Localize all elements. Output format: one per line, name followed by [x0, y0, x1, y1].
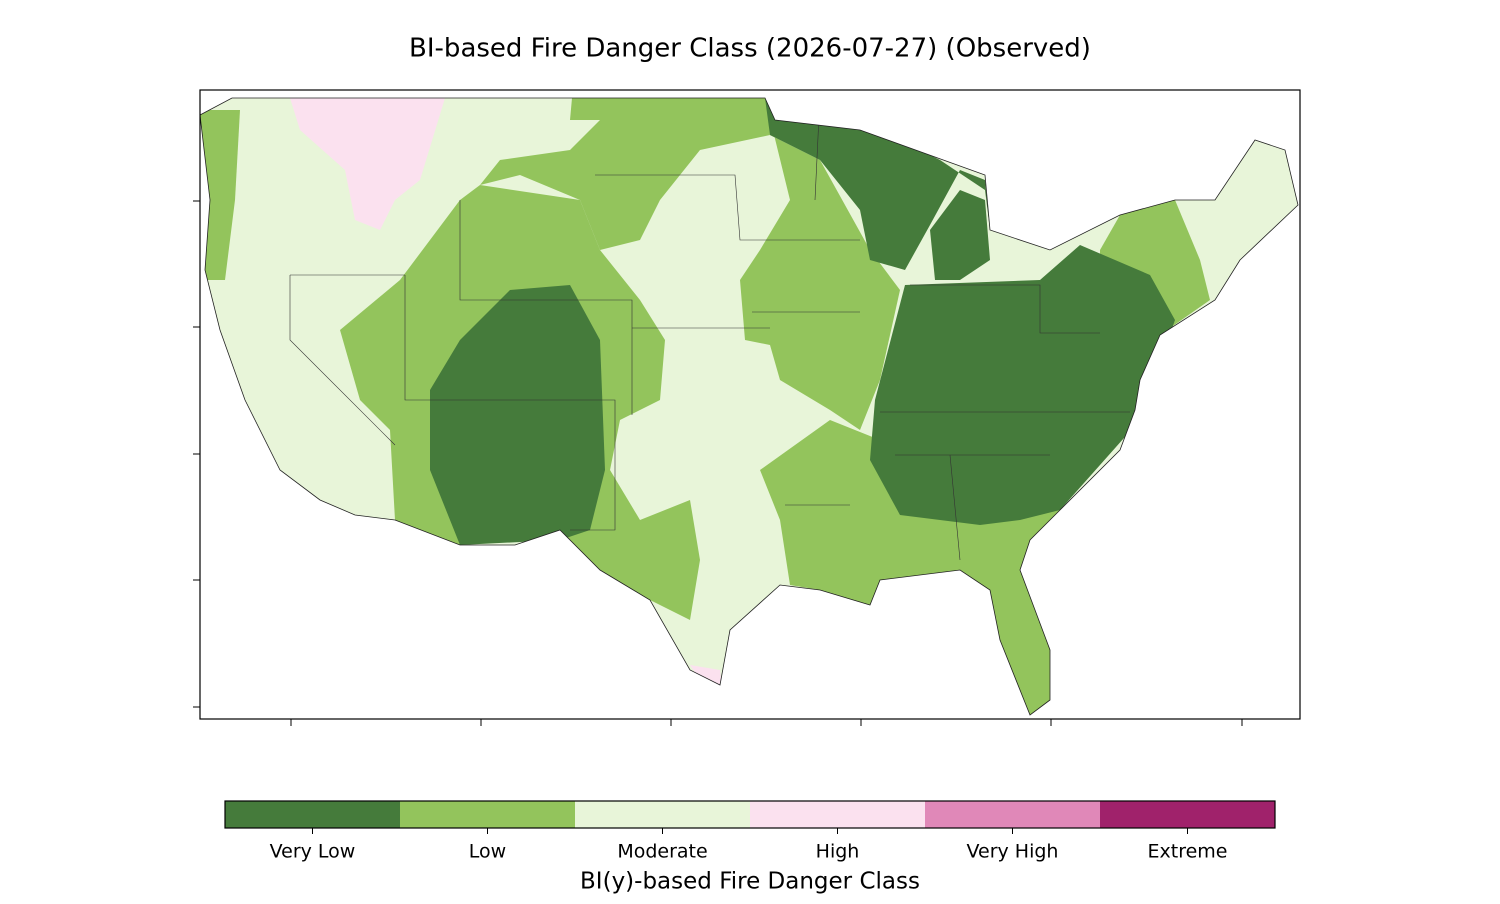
- region: [690, 665, 722, 686]
- colorbar-segment: [750, 801, 925, 828]
- map-title: BI-based Fire Danger Class (2026-07-27) …: [409, 34, 1091, 64]
- colorbar-segment: [925, 801, 1100, 828]
- colorbar-tick-label: High: [816, 841, 860, 863]
- colorbar: Very Low Low Moderate High Very High Extreme: [224, 800, 1276, 863]
- region: [290, 98, 445, 230]
- region: [765, 98, 990, 270]
- colorbar-tick-label: Very High: [967, 841, 1059, 863]
- state-borders: [289, 98, 1130, 561]
- axis-ticks: [193, 200, 1243, 726]
- colorbar-segment: [575, 801, 750, 828]
- coastline: [199, 97, 1299, 716]
- colorbar-tick-label: Moderate: [617, 841, 707, 863]
- colorbar-tick-label: Low: [469, 841, 506, 863]
- map-frame: [199, 89, 1301, 720]
- region: [430, 285, 605, 545]
- colorbar-segment: [1100, 801, 1275, 828]
- region: [480, 98, 900, 430]
- colorbar-segment: [400, 801, 575, 828]
- colorbar-tick-label: Very Low: [270, 841, 356, 863]
- colorbar-frame: [224, 800, 1276, 829]
- region: [930, 190, 990, 280]
- colorbar-tick-label: Extreme: [1148, 841, 1228, 863]
- region: [760, 420, 1060, 715]
- colorbar-label: BI(y)-based Fire Danger Class: [580, 869, 920, 895]
- map-regions: [200, 98, 1298, 715]
- colorbar-segment: [225, 801, 400, 828]
- region: [870, 245, 1175, 525]
